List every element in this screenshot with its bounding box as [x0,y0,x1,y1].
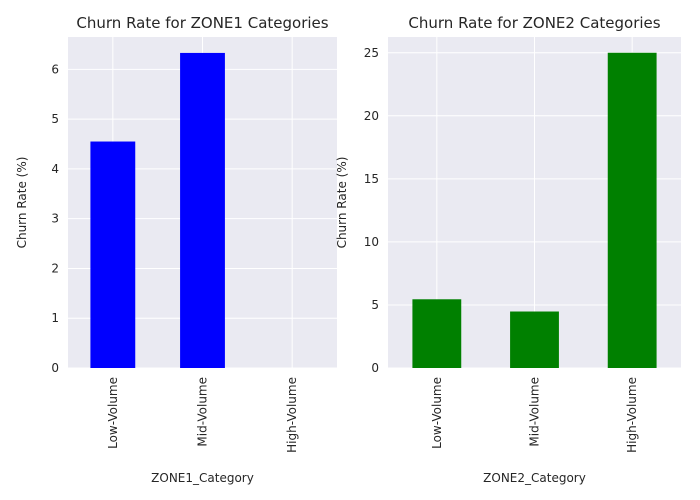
y-tick-label: 2 [51,261,59,275]
y-tick-label: 4 [51,162,59,176]
y-tick-label: 5 [371,298,379,312]
y-tick-label: 25 [364,46,379,60]
y-tick-label: 1 [51,311,59,325]
bar-low-volume [90,141,136,368]
y-axis-label-zone1: Churn Rate (%) [15,157,29,249]
y-tick-label: 3 [51,212,59,226]
chart-zone2: 0 5 10 15 20 25 Low-Volume Mid-Volume High-Volu… [335,14,681,485]
x-tick-label: Mid-Volume [196,377,210,447]
chart-title-zone2: Churn Rate for ZONE2 Categories [408,14,660,32]
y-tick-label: 15 [364,172,379,186]
y-tick-label: 10 [364,235,379,249]
y-tick-label: 0 [371,361,379,375]
y-axis-label-zone2: Churn Rate (%) [335,157,349,249]
x-tick-labels-zone2: Low-Volume Mid-Volume High-Volume [430,377,639,453]
y-tick-label: 0 [51,361,59,375]
y-tick-labels-zone1: 0 1 2 3 4 5 6 [51,62,59,375]
x-tick-label: Mid-Volume [528,377,542,447]
x-tick-label: High-Volume [285,377,299,453]
x-tick-label: Low-Volume [106,377,120,449]
bar-mid-volume [510,311,559,368]
x-axis-label-zone2: ZONE2_Category [483,471,586,485]
x-tick-labels-zone1: Low-Volume Mid-Volume High-Volume [106,377,299,453]
bar-mid-volume [180,52,225,368]
x-tick-label: Low-Volume [430,377,444,449]
y-tick-label: 20 [364,109,379,123]
bars-zone2 [412,52,657,369]
bar-low-volume [412,299,462,368]
y-tick-label: 6 [51,62,59,76]
bars-zone1 [90,52,225,368]
x-tick-label: High-Volume [625,377,639,453]
y-tick-labels-zone2: 0 5 10 15 20 25 [364,46,379,375]
y-tick-label: 5 [51,112,59,126]
x-axis-label-zone1: ZONE1_Category [151,471,254,485]
chart-title-zone1: Churn Rate for ZONE1 Categories [76,14,328,32]
bar-high-volume [607,52,657,369]
